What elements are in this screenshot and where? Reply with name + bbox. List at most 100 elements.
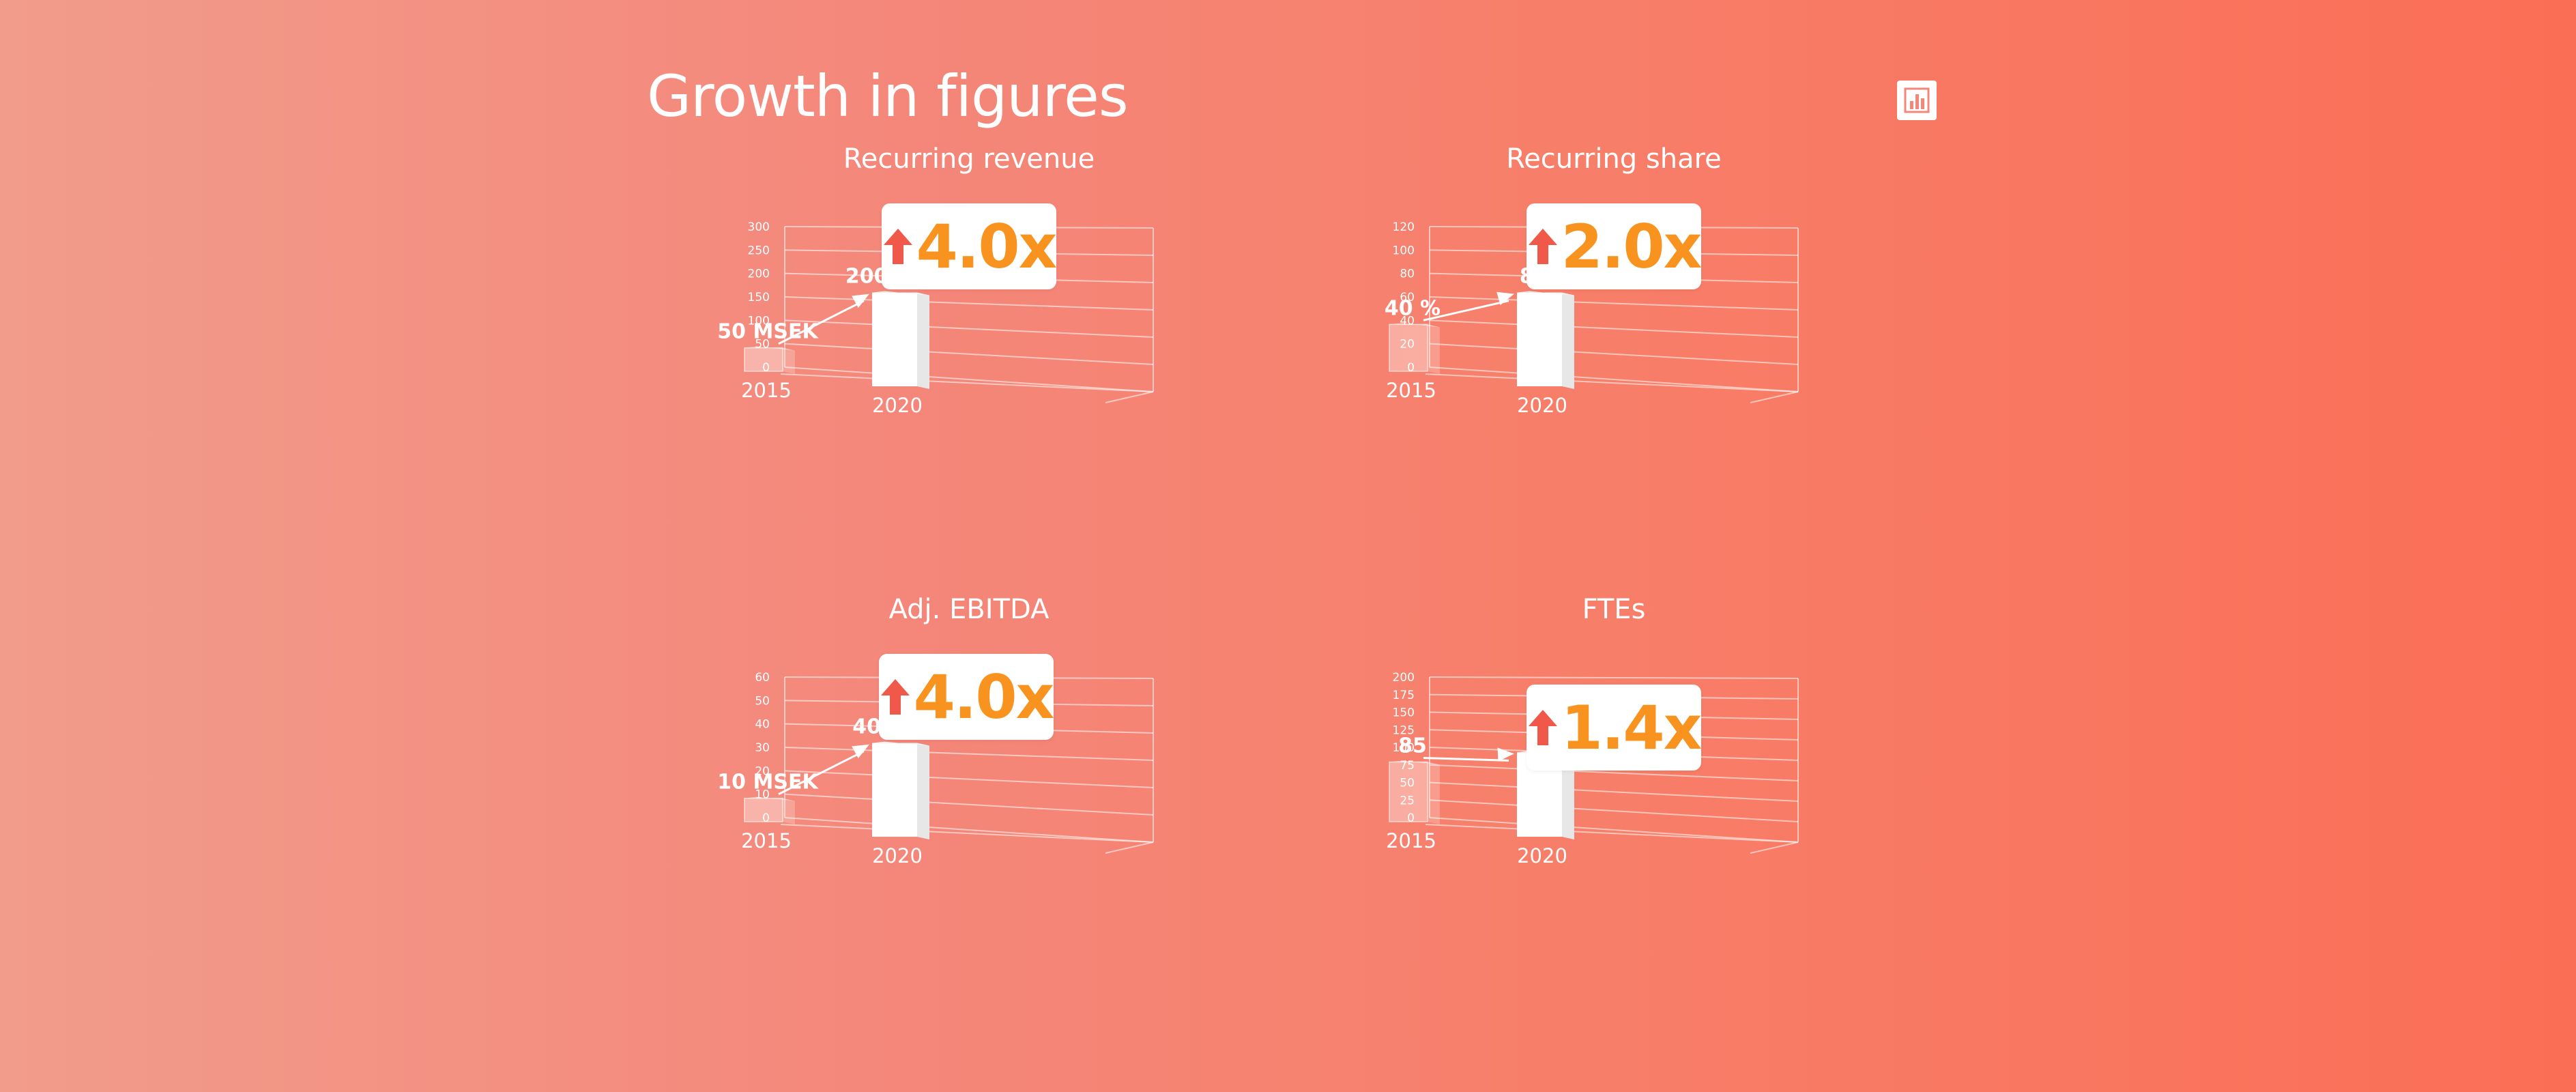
chart-title: Recurring revenue	[843, 143, 1095, 175]
bar-front	[1389, 324, 1428, 372]
y-tick-label: 250	[748, 244, 770, 257]
x-tick-label: 2015	[741, 829, 792, 852]
bar-value-label: 40 %	[1385, 296, 1441, 320]
gridline	[1429, 296, 1799, 311]
growth-arrow-head	[852, 293, 869, 308]
x-tick-label: 2020	[872, 844, 923, 867]
bar-2020: 40 MSEK2020	[852, 715, 954, 867]
growth-badge: 1.4x	[1526, 685, 1703, 771]
bar-front	[872, 743, 917, 837]
y-tick-label: 50	[1400, 777, 1415, 790]
y-tick-label: 300	[748, 220, 770, 234]
y-tick-label: 100	[748, 314, 770, 328]
bar-top	[1389, 760, 1440, 765]
growth-arrow-icon	[778, 293, 869, 345]
gridline	[1429, 817, 1799, 843]
floor-line	[1105, 391, 1154, 403]
growth-arrow-icon	[1423, 747, 1514, 762]
y-tick-label: 40	[755, 718, 770, 732]
grid: 0255075100125150175200	[1393, 671, 1799, 854]
gridline	[1429, 781, 1799, 802]
y-tick-label: 100	[1393, 244, 1415, 257]
growth-value: 2.0x	[1561, 211, 1703, 282]
bar-side	[1428, 324, 1440, 374]
gridline	[1429, 367, 1799, 392]
chart-title: Recurring share	[1506, 143, 1722, 175]
bar-side	[1562, 292, 1574, 389]
growth-arrow-line	[778, 300, 865, 345]
floor-line	[1750, 391, 1799, 403]
y-tick-label: 80	[1400, 268, 1415, 281]
floor-line	[1105, 842, 1154, 854]
y-tick-label: 120	[1393, 220, 1415, 234]
bar-side	[917, 743, 929, 839]
floor-line	[1750, 842, 1799, 854]
gridline	[1429, 799, 1799, 822]
chart-panel-ftes: FTEs 02550751001251501752008520151202020…	[1355, 594, 1873, 1031]
y-tick-label: 60	[1400, 291, 1415, 304]
bar-chart-icon[interactable]	[1897, 81, 1937, 120]
y-tick-label: 150	[748, 291, 770, 304]
gridline	[784, 770, 1154, 788]
grid: 0102030405060	[755, 671, 1154, 854]
growth-arrow-head	[1497, 747, 1514, 762]
arrow-up-icon	[1527, 227, 1559, 265]
bar-top	[872, 291, 929, 296]
arrow-up-icon	[882, 227, 914, 265]
arrow-up-icon	[1527, 708, 1559, 747]
bar-front	[1389, 761, 1428, 822]
bar-side	[1562, 752, 1574, 839]
y-tick-label: 0	[762, 811, 770, 825]
bar-top	[744, 796, 795, 801]
growth-value: 1.4x	[1561, 692, 1703, 763]
y-tick-label: 100	[1393, 741, 1415, 755]
growth-arrow-icon	[778, 744, 869, 796]
growth-badge: 2.0x	[1526, 203, 1703, 289]
growth-arrow-line	[1423, 756, 1509, 762]
y-tick-label: 20	[755, 764, 770, 778]
chart-panel-recurring-share: Recurring share 02040608010012040 %20158…	[1355, 143, 1873, 580]
growth-arrow-icon	[1423, 291, 1514, 321]
bar-front	[872, 292, 917, 386]
chart-title: FTEs	[1582, 594, 1646, 625]
bar-top	[1389, 323, 1440, 328]
gridline	[1429, 343, 1799, 365]
y-tick-label: 150	[1393, 706, 1415, 720]
chart-title: Adj. EBITDA	[888, 594, 1050, 625]
x-tick-label: 2015	[741, 379, 792, 402]
y-tick-label: 20	[1400, 338, 1415, 351]
x-tick-label: 2015	[1386, 829, 1436, 852]
bar-side	[783, 347, 795, 374]
gridline	[784, 319, 1154, 338]
page-title: Growth in figures	[647, 63, 1129, 130]
growth-arrow-head	[852, 744, 869, 758]
chart-panel-recurring-revenue: Recurring revenue 05010015020025030050 M…	[710, 143, 1228, 580]
x-tick-label: 2020	[1517, 394, 1567, 417]
y-tick-label: 60	[755, 671, 770, 685]
y-tick-label: 25	[1400, 794, 1415, 807]
y-tick-label: 0	[1407, 361, 1415, 375]
gridline	[784, 343, 1154, 365]
growth-arrow-head	[1496, 291, 1514, 305]
bar-side	[1428, 762, 1440, 824]
y-tick-label: 200	[748, 268, 770, 281]
gridline	[784, 793, 1154, 816]
bar-front	[744, 797, 783, 822]
growth-arrow-line	[778, 750, 865, 796]
floor-line	[780, 373, 1154, 392]
x-tick-label: 2020	[1517, 844, 1567, 867]
bar-2015: 40 % 2015	[1385, 296, 1441, 402]
y-tick-label: 0	[1407, 811, 1415, 825]
y-tick-label: 50	[755, 694, 770, 708]
bar-2015: 85 2015	[1386, 734, 1440, 852]
growth-arrow-line	[1423, 300, 1509, 321]
bar-top	[1517, 291, 1574, 296]
growth-value: 4.0x	[916, 211, 1058, 282]
y-tick-label: 200	[1393, 671, 1415, 685]
arrow-up-icon	[880, 678, 911, 716]
floor-line	[1425, 373, 1799, 392]
growth-value: 4.0x	[913, 661, 1055, 732]
gridline	[784, 296, 1154, 311]
